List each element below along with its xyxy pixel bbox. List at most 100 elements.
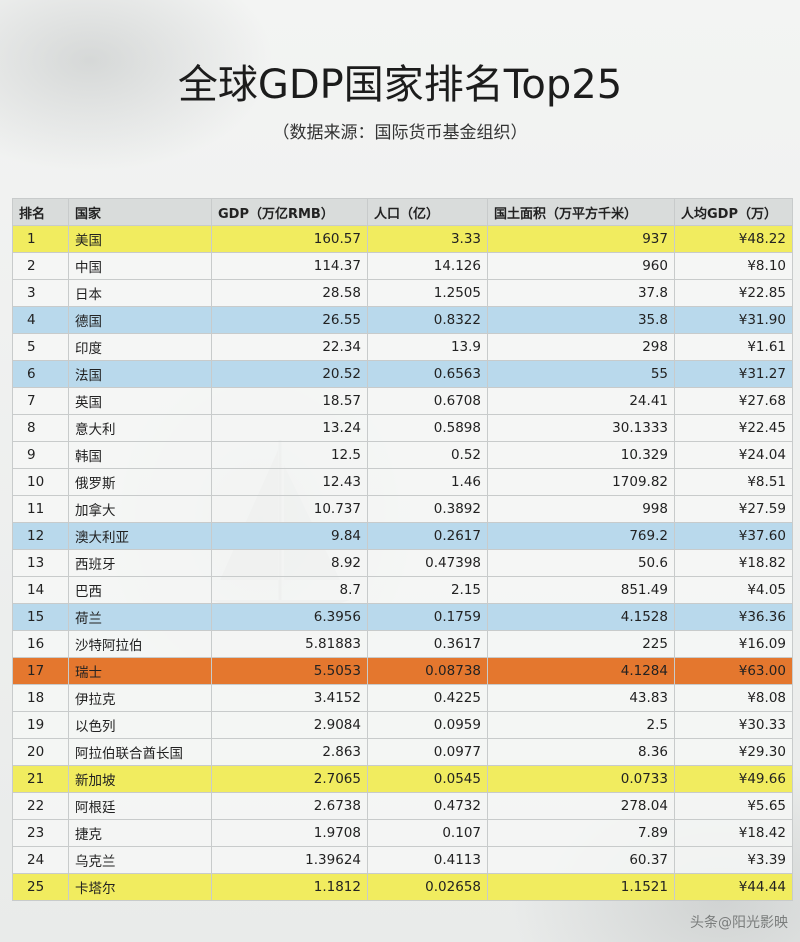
- cell-gdp-per-capita: ¥5.65: [674, 792, 793, 820]
- cell-country: 西班牙: [68, 549, 212, 577]
- cell-population: 0.4113: [367, 846, 488, 874]
- cell-rank: 1: [12, 225, 69, 253]
- cell-rank: 16: [12, 630, 69, 658]
- cell-area: 937: [487, 225, 675, 253]
- cell-area: 1.1521: [487, 873, 675, 901]
- table-row: 10 俄罗斯 12.43 1.46 1709.82 ¥8.51: [12, 468, 793, 496]
- cell-population: 1.46: [367, 468, 488, 496]
- cell-rank: 18: [12, 684, 69, 712]
- cell-rank: 4: [12, 306, 69, 334]
- cell-area: 851.49: [487, 576, 675, 604]
- cell-rank: 17: [12, 657, 69, 685]
- cell-gdp-per-capita: ¥31.27: [674, 360, 793, 388]
- cell-area: 998: [487, 495, 675, 523]
- cell-country: 德国: [68, 306, 212, 334]
- cell-country: 以色列: [68, 711, 212, 739]
- table-row: 2 中国 114.37 14.126 960 ¥8.10: [12, 252, 793, 280]
- cell-population: 0.1759: [367, 603, 488, 631]
- cell-area: 298: [487, 333, 675, 361]
- cell-rank: 5: [12, 333, 69, 361]
- cell-population: 0.4732: [367, 792, 488, 820]
- cell-rank: 6: [12, 360, 69, 388]
- cell-gdp: 1.1812: [211, 873, 368, 901]
- header-population: 人口（亿）: [367, 198, 488, 226]
- table-header-row: 排名 国家 GDP（万亿RMB） 人口（亿） 国土面积（万平方千米） 人均GDP…: [12, 198, 793, 226]
- cell-rank: 13: [12, 549, 69, 577]
- table-row: 24 乌克兰 1.39624 0.4113 60.37 ¥3.39: [12, 846, 793, 874]
- cell-population: 0.3892: [367, 495, 488, 523]
- cell-population: 0.8322: [367, 306, 488, 334]
- cell-area: 278.04: [487, 792, 675, 820]
- cell-gdp-per-capita: ¥30.33: [674, 711, 793, 739]
- cell-gdp-per-capita: ¥1.61: [674, 333, 793, 361]
- cell-rank: 3: [12, 279, 69, 307]
- cell-country: 印度: [68, 333, 212, 361]
- cell-country: 英国: [68, 387, 212, 415]
- cell-rank: 15: [12, 603, 69, 631]
- cell-population: 0.107: [367, 819, 488, 847]
- source-watermark: 头条@阳光影映: [690, 915, 788, 931]
- cell-gdp-per-capita: ¥36.36: [674, 603, 793, 631]
- cell-rank: 22: [12, 792, 69, 820]
- table-row: 3 日本 28.58 1.2505 37.8 ¥22.85: [12, 279, 793, 307]
- cell-gdp: 114.37: [211, 252, 368, 280]
- cell-gdp: 1.39624: [211, 846, 368, 874]
- cell-gdp: 5.81883: [211, 630, 368, 658]
- cell-rank: 19: [12, 711, 69, 739]
- cell-country: 韩国: [68, 441, 212, 469]
- cell-gdp-per-capita: ¥44.44: [674, 873, 793, 901]
- cell-gdp-per-capita: ¥4.05: [674, 576, 793, 604]
- cell-gdp: 12.5: [211, 441, 368, 469]
- table-body: 1 美国 160.57 3.33 937 ¥48.22 2 中国 114.37 14.126 960…: [12, 225, 793, 901]
- cell-rank: 14: [12, 576, 69, 604]
- table-row: 11 加拿大 10.737 0.3892 998 ¥27.59: [12, 495, 793, 523]
- cell-gdp: 2.9084: [211, 711, 368, 739]
- gdp-ranking-table: 排名 国家 GDP（万亿RMB） 人口（亿） 国土面积（万平方千米） 人均GDP…: [12, 198, 793, 901]
- cell-rank: 21: [12, 765, 69, 793]
- page-title: 全球GDP国家排名Top25: [177, 62, 623, 108]
- cell-population: 0.0545: [367, 765, 488, 793]
- table-row: 18 伊拉克 3.4152 0.4225 43.83 ¥8.08: [12, 684, 793, 712]
- cell-country: 中国: [68, 252, 212, 280]
- gdp-ranking-table-container: 排名 国家 GDP（万亿RMB） 人口（亿） 国土面积（万平方千米） 人均GDP…: [12, 198, 793, 901]
- cell-gdp-per-capita: ¥8.10: [674, 252, 793, 280]
- cell-rank: 10: [12, 468, 69, 496]
- cell-area: 43.83: [487, 684, 675, 712]
- cell-country: 加拿大: [68, 495, 212, 523]
- cell-population: 0.4225: [367, 684, 488, 712]
- cell-area: 225: [487, 630, 675, 658]
- table-row: 23 捷克 1.9708 0.107 7.89 ¥18.42: [12, 819, 793, 847]
- cell-gdp-per-capita: ¥16.09: [674, 630, 793, 658]
- cell-rank: 9: [12, 441, 69, 469]
- cell-country: 捷克: [68, 819, 212, 847]
- cell-gdp: 8.92: [211, 549, 368, 577]
- table-row: 13 西班牙 8.92 0.47398 50.6 ¥18.82: [12, 549, 793, 577]
- cell-gdp-per-capita: ¥27.68: [674, 387, 793, 415]
- cell-area: 2.5: [487, 711, 675, 739]
- cell-gdp: 18.57: [211, 387, 368, 415]
- cell-country: 意大利: [68, 414, 212, 442]
- cell-area: 10.329: [487, 441, 675, 469]
- table-row: 12 澳大利亚 9.84 0.2617 769.2 ¥37.60: [12, 522, 793, 550]
- cell-country: 俄罗斯: [68, 468, 212, 496]
- cell-population: 0.02658: [367, 873, 488, 901]
- table-row: 22 阿根廷 2.6738 0.4732 278.04 ¥5.65: [12, 792, 793, 820]
- cell-gdp: 26.55: [211, 306, 368, 334]
- cell-rank: 2: [12, 252, 69, 280]
- cell-area: 24.41: [487, 387, 675, 415]
- table-row: 17 瑞士 5.5053 0.08738 4.1284 ¥63.00: [12, 657, 793, 685]
- cell-gdp-per-capita: ¥18.82: [674, 549, 793, 577]
- page-subtitle: （数据来源：国际货币基金组织）: [272, 123, 528, 143]
- table-row: 21 新加坡 2.7065 0.0545 0.0733 ¥49.66: [12, 765, 793, 793]
- cell-area: 60.37: [487, 846, 675, 874]
- cell-rank: 12: [12, 522, 69, 550]
- cell-rank: 24: [12, 846, 69, 874]
- cell-area: 960: [487, 252, 675, 280]
- cell-rank: 20: [12, 738, 69, 766]
- cell-country: 澳大利亚: [68, 522, 212, 550]
- cell-population: 0.2617: [367, 522, 488, 550]
- cell-gdp: 2.7065: [211, 765, 368, 793]
- cell-gdp-per-capita: ¥37.60: [674, 522, 793, 550]
- cell-area: 7.89: [487, 819, 675, 847]
- cell-country: 巴西: [68, 576, 212, 604]
